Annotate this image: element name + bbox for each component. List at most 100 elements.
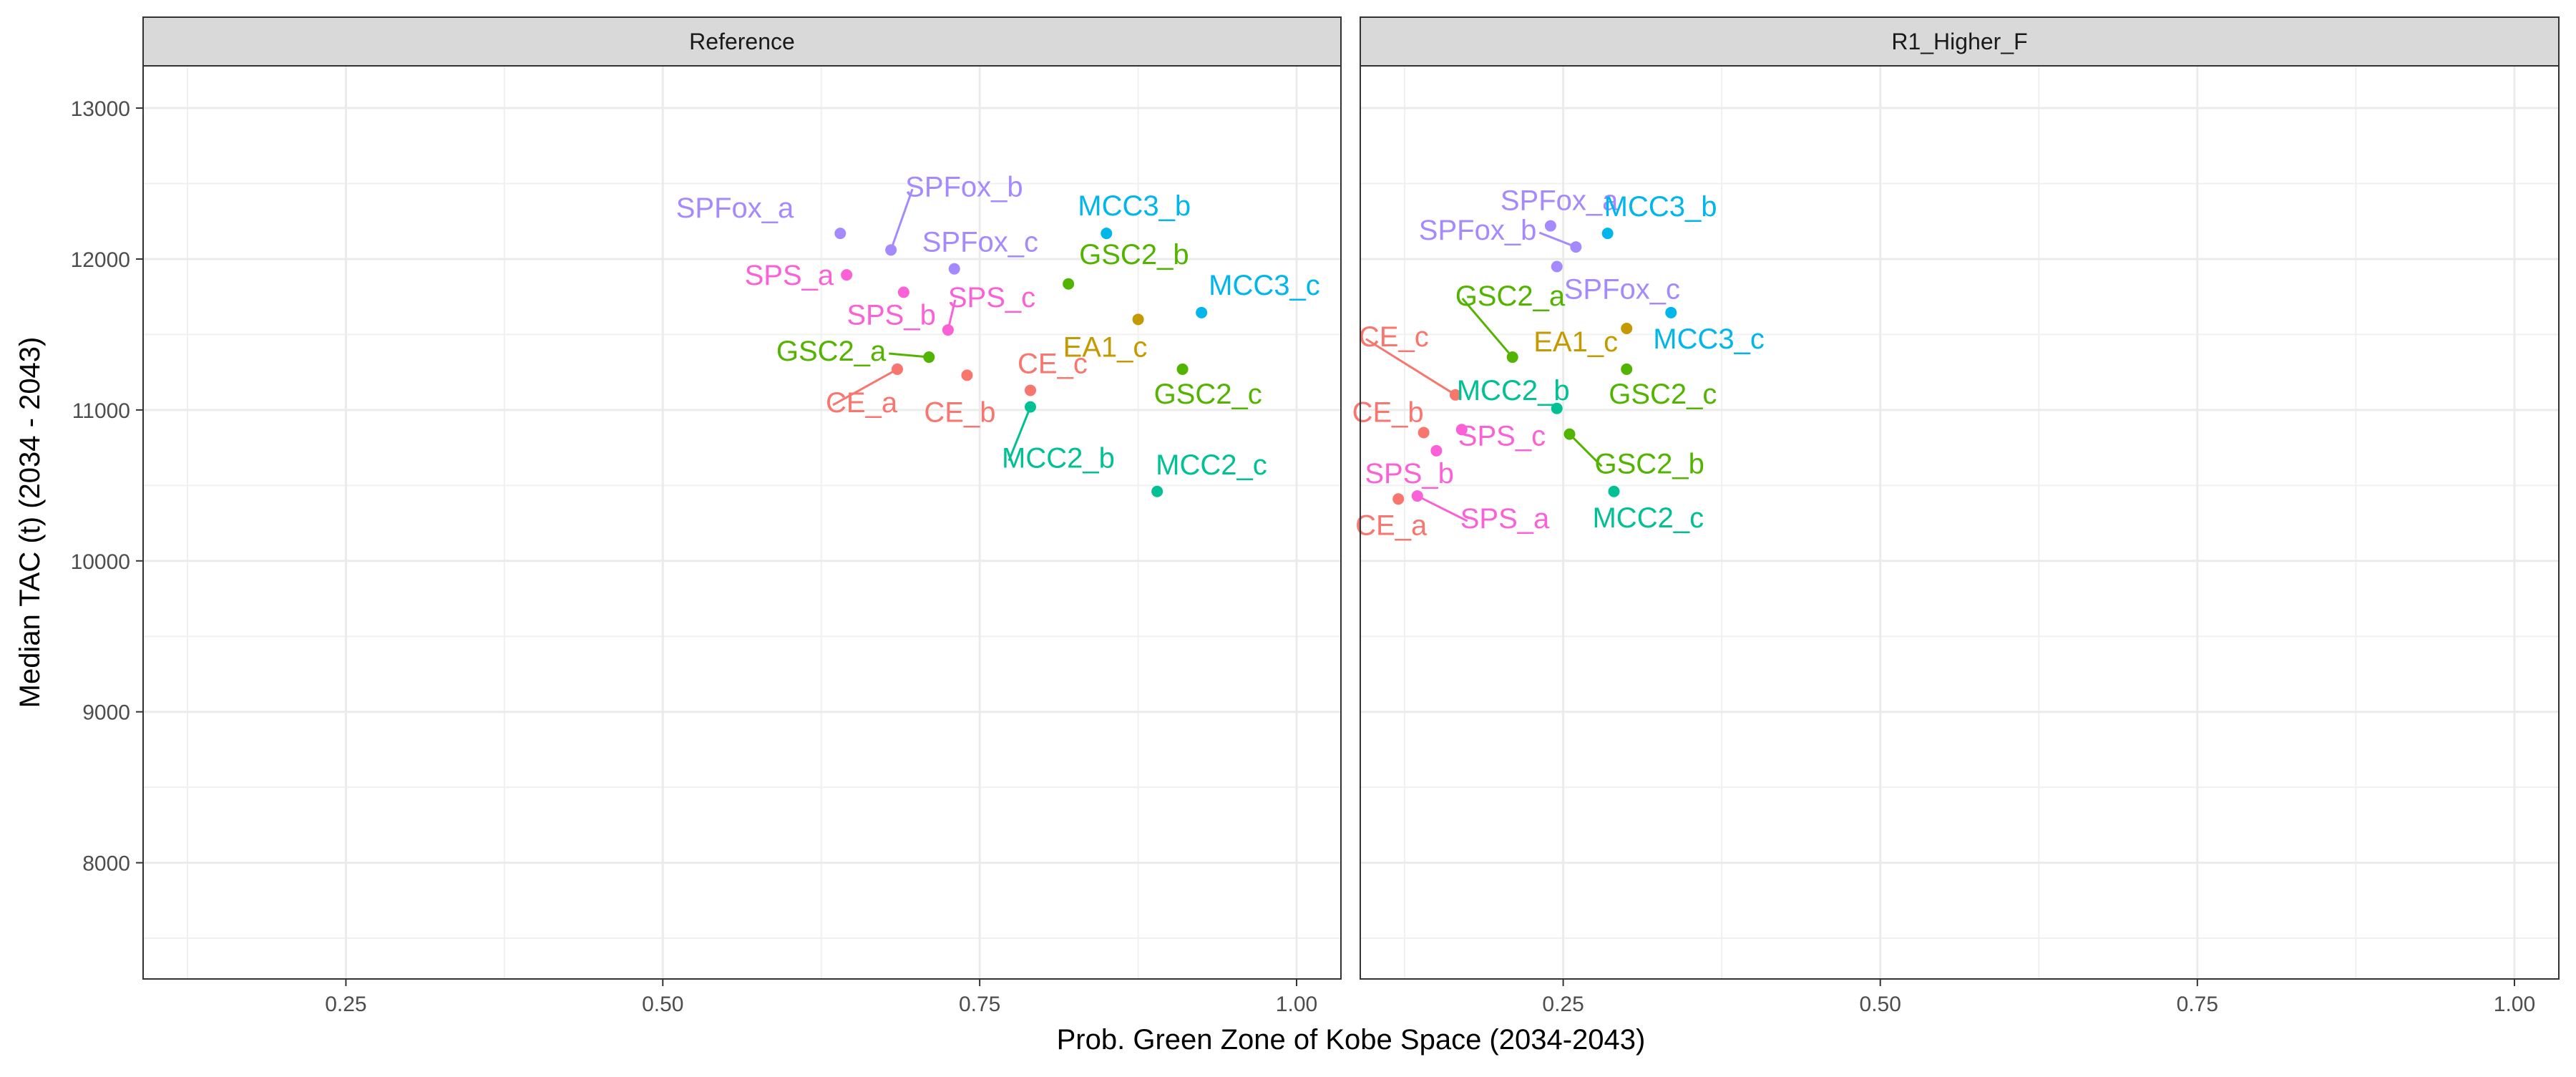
data-label: GSC2_c [1609, 379, 1717, 410]
panel-background-1 [143, 66, 1341, 979]
data-point [1563, 428, 1576, 440]
data-point [834, 228, 847, 240]
data-label: EA1_c [1063, 331, 1148, 363]
data-point [1063, 278, 1075, 290]
data-label: MCC2_c [1156, 449, 1267, 481]
data-point [1551, 402, 1563, 414]
label-leader-line [1365, 338, 1456, 396]
data-point [892, 363, 903, 375]
y-tick-label: 8000 [82, 852, 130, 876]
y-tick-label: 10000 [71, 550, 130, 574]
data-label: MCC3_c [1653, 323, 1765, 355]
data-point [1608, 485, 1620, 497]
y-tick-label: 12000 [71, 248, 130, 272]
data-label: CE_b [924, 396, 995, 428]
data-label: GSC2_b [1079, 239, 1189, 271]
facet-strip-2 [1360, 16, 2560, 67]
label-leader-line [1538, 231, 1576, 248]
data-point [1621, 363, 1633, 375]
data-label: SPFox_a [1501, 185, 1619, 217]
data-label: CE_a [1355, 510, 1428, 541]
data-label: MCC3_c [1209, 270, 1320, 301]
data-point [1544, 220, 1556, 232]
data-label: SPFox_c [922, 227, 1038, 258]
data-label: MCC2_b [1457, 375, 1570, 406]
facet-strip-1 [142, 16, 1342, 67]
data-point [1601, 228, 1614, 240]
data-point [1132, 313, 1144, 326]
data-point [885, 244, 897, 256]
label-leader-line [889, 188, 914, 250]
x-tick-label: 0.25 [325, 993, 366, 1016]
data-label: GSC2_a [776, 336, 887, 367]
data-label: SPS_a [1460, 503, 1550, 535]
data-point [1418, 427, 1430, 439]
data-label: MCC3_b [1604, 191, 1717, 223]
data-label: CE_a [826, 387, 898, 419]
data-label: GSC2_b [1594, 449, 1704, 480]
label-leader-line [1461, 298, 1513, 359]
data-label: SPS_c [948, 282, 1035, 313]
data-point [1570, 241, 1582, 253]
data-point [1411, 490, 1423, 502]
data-label: SPFox_b [1419, 215, 1537, 246]
data-label: SPFox_b [905, 171, 1023, 203]
data-point [948, 263, 960, 275]
facet-title-2: R1_Higher_F [1891, 29, 2027, 54]
facet-title-1: Reference [689, 29, 795, 54]
data-point [1392, 493, 1405, 505]
panel-border-1 [142, 65, 1342, 980]
data-point [942, 324, 954, 336]
data-label: CE_c [1018, 348, 1088, 379]
label-leader-line [889, 352, 930, 359]
x-tick-label: 0.50 [1860, 993, 1901, 1016]
y-axis-title: Median TAC (t) (2034 - 2043) [14, 337, 46, 708]
data-label: CE_b [1352, 397, 1424, 429]
x-tick-label: 0.75 [959, 993, 1000, 1016]
data-point [897, 286, 909, 298]
data-label: GSC2_c [1154, 379, 1262, 410]
data-point [1430, 444, 1443, 457]
x-tick-label: 0.75 [2177, 993, 2218, 1016]
data-point [1665, 306, 1677, 318]
x-tick-label: 1.00 [1276, 993, 1317, 1016]
data-point [923, 351, 935, 364]
data-point [1151, 485, 1163, 497]
data-point [841, 269, 853, 281]
data-label: EA1_c [1533, 326, 1618, 358]
data-label: MCC2_c [1592, 502, 1704, 534]
panel-border-2 [1360, 65, 2560, 980]
label-leader-line [1008, 406, 1032, 462]
data-label: MCC2_b [1002, 443, 1115, 474]
data-label: SPFox_a [676, 193, 794, 224]
data-point [1621, 322, 1633, 334]
y-tick-label: 11000 [72, 399, 130, 423]
y-tick-label: 9000 [82, 701, 130, 725]
x-tick-label: 1.00 [2494, 993, 2535, 1016]
data-point [1025, 401, 1036, 413]
data-point [1196, 306, 1208, 318]
data-point [1455, 424, 1468, 436]
data-label: SPS_b [847, 299, 936, 331]
label-leader-line [832, 368, 898, 406]
data-label: CE_c [1359, 321, 1429, 353]
y-tick-label: 13000 [71, 97, 130, 121]
data-label: SPS_c [1458, 420, 1546, 452]
data-point [1551, 260, 1563, 273]
panel-background-2 [1360, 66, 2559, 979]
data-label: SPS_b [1365, 458, 1454, 489]
x-tick-label: 0.25 [1542, 993, 1584, 1016]
data-point [1506, 351, 1518, 364]
data-point [961, 369, 973, 381]
data-point [1101, 228, 1113, 240]
data-point [1025, 384, 1036, 396]
x-axis-title: Prob. Green Zone of Kobe Space (2034-204… [1057, 1024, 1646, 1056]
data-label: GSC2_a [1455, 281, 1566, 312]
label-leader-line [1417, 494, 1468, 522]
data-point [1176, 363, 1189, 375]
data-label: MCC3_b [1078, 190, 1191, 222]
data-label: SPS_a [745, 260, 834, 291]
x-tick-label: 0.50 [642, 993, 683, 1016]
